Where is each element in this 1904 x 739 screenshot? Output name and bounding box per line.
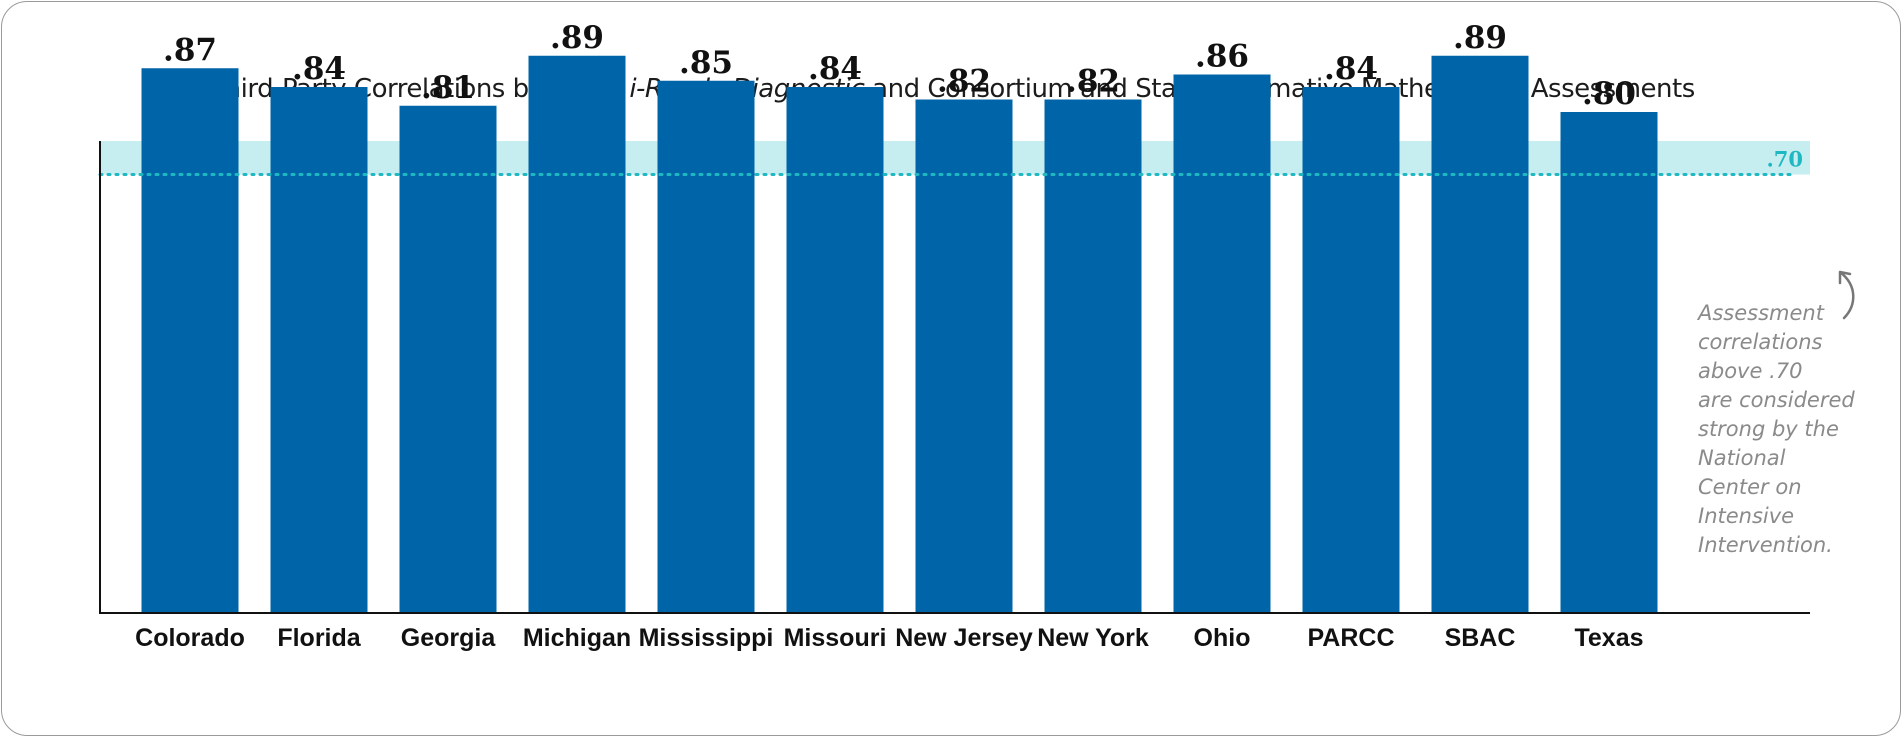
bar-georgia xyxy=(399,105,497,612)
bar-florida xyxy=(270,87,368,612)
x-tick-label: New Jersey xyxy=(895,624,1033,652)
bar-value-label: .87 xyxy=(163,32,217,68)
chart-title-suffix: and Consortium and State Summative Mathe… xyxy=(864,74,1695,104)
bar-missouri xyxy=(786,87,884,612)
bar-mississippi xyxy=(657,80,755,612)
annotation-line: above .70 xyxy=(1698,359,1802,383)
bar-value-label: .84 xyxy=(808,51,862,87)
x-tick-label: Texas xyxy=(1574,624,1643,652)
annotation-line: Assessment xyxy=(1696,301,1825,325)
bar-value-label: .81 xyxy=(421,70,475,106)
annotation-line: Intervention. xyxy=(1698,533,1833,557)
x-tick-label: PARCC xyxy=(1307,624,1394,652)
bar-sbac xyxy=(1431,55,1529,612)
bar-value-label: .80 xyxy=(1582,76,1636,112)
annotation-line: correlations xyxy=(1698,330,1823,354)
bar-new-jersey xyxy=(915,99,1013,612)
x-tick-label: Colorado xyxy=(135,624,245,652)
curved-arrow-icon xyxy=(1838,270,1855,320)
threshold-label: .70 xyxy=(1766,147,1803,172)
x-tick-label: Ohio xyxy=(1194,624,1251,652)
x-tick-label: Mississippi xyxy=(639,624,774,652)
annotation-line: National xyxy=(1698,446,1786,470)
x-tick-label: Missouri xyxy=(784,624,887,652)
bar-colorado xyxy=(141,68,239,612)
x-tick-label: SBAC xyxy=(1445,624,1516,652)
x-tick-label: New York xyxy=(1037,624,1149,652)
bar-new-york xyxy=(1044,99,1142,612)
annotation-line: Center on xyxy=(1698,475,1802,499)
x-tick-label: Michigan xyxy=(523,624,631,652)
bar-ohio xyxy=(1173,74,1271,612)
annotation-line: strong by the xyxy=(1698,417,1839,441)
bar-texas xyxy=(1560,112,1658,612)
bar-michigan xyxy=(528,55,626,612)
annotation-line: Intensive xyxy=(1698,504,1794,528)
bar-value-label: .84 xyxy=(1324,51,1378,87)
bar-value-label: .85 xyxy=(679,45,733,81)
bars: .87 .84 .81 .89 .85 .84 .82 .82 .86 .84 .89 .80 xyxy=(141,20,1658,612)
x-tick-label: Florida xyxy=(277,624,361,652)
annotation-line: are considered xyxy=(1698,388,1855,412)
annotation-note: Assessment correlations above .70 are consi… xyxy=(1696,301,1855,557)
x-tick-label: Georgia xyxy=(401,624,497,652)
category-labels: Colorado Florida Georgia Michigan Mississipp… xyxy=(135,624,1643,652)
bar-value-label: .84 xyxy=(292,51,346,87)
bar-parcc xyxy=(1302,87,1400,612)
bar-value-label: .89 xyxy=(550,20,604,56)
bar-value-label: .82 xyxy=(1066,64,1120,100)
bar-value-label: .82 xyxy=(937,64,991,100)
bar-value-label: .89 xyxy=(1453,20,1507,56)
bar-value-label: .86 xyxy=(1195,39,1249,75)
